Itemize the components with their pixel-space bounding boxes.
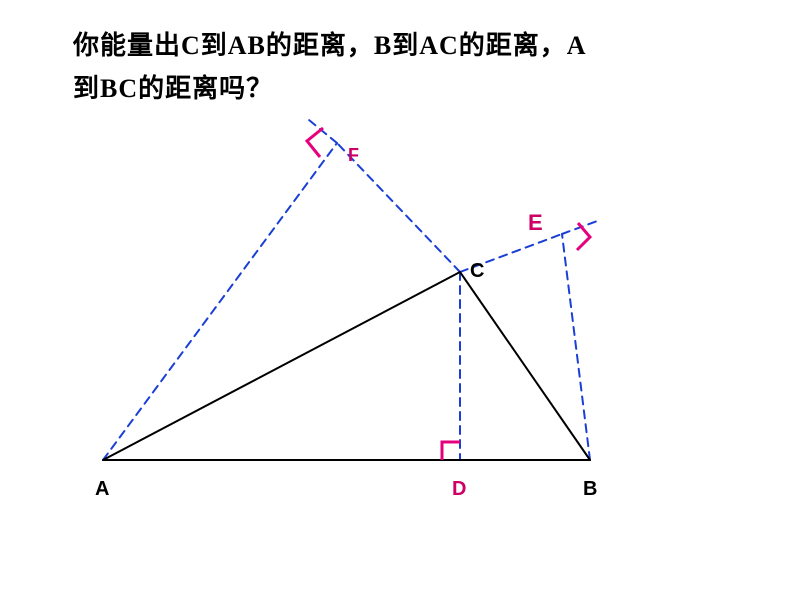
dashed-lines (103, 120, 600, 460)
label-d: D (452, 478, 466, 501)
label-c: C (470, 260, 484, 283)
solid-triangle (103, 272, 590, 460)
label-e: E (528, 210, 543, 236)
label-b: B (583, 478, 597, 501)
geometry-diagram (0, 0, 794, 595)
right-angle-markers (307, 128, 590, 460)
label-a: A (95, 478, 109, 501)
label-f: F (348, 145, 359, 166)
